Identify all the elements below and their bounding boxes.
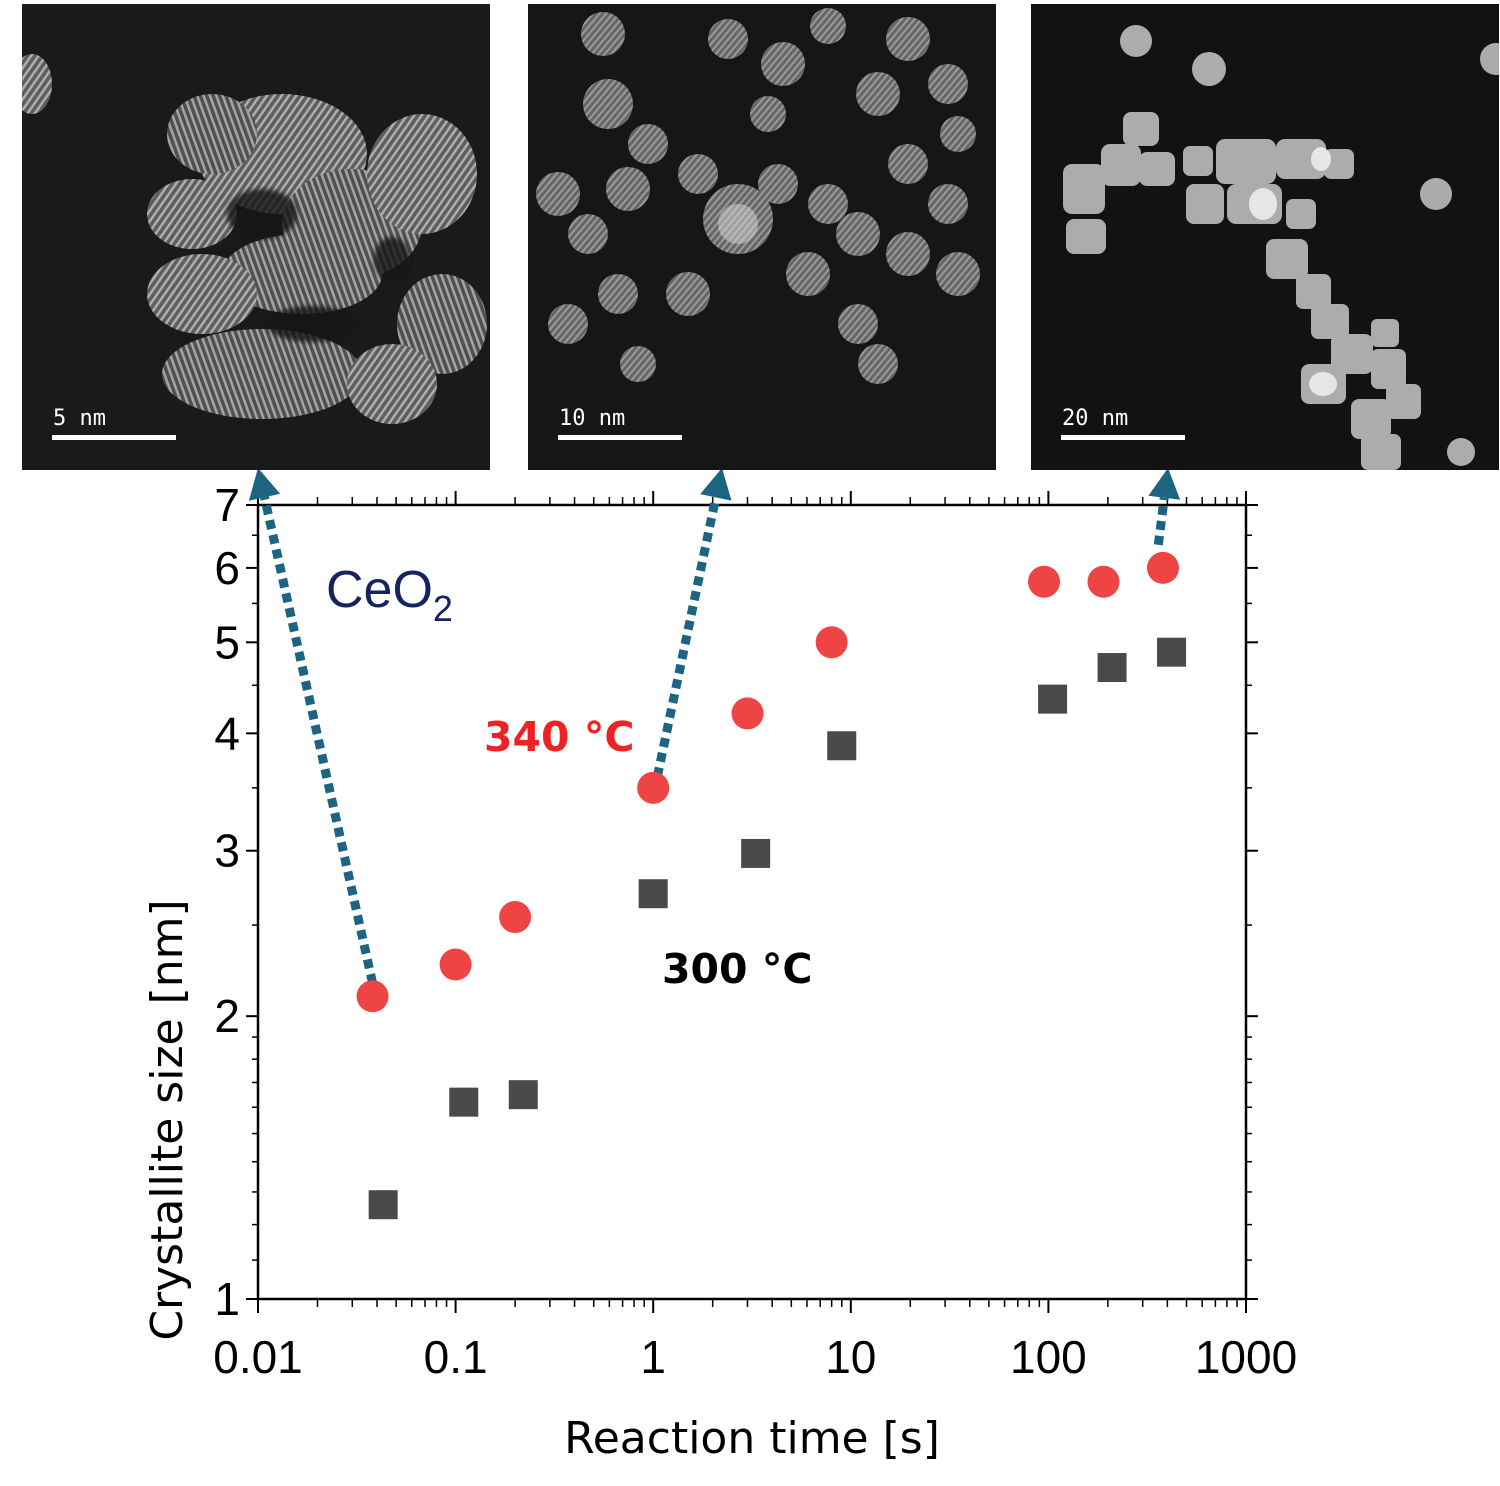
x-tick-label: 10 <box>825 1331 876 1383</box>
point-300 <box>1038 684 1068 714</box>
dotted-arrow-line <box>260 496 377 984</box>
point-300 <box>508 1080 538 1110</box>
y-tick-label: 2 <box>214 990 240 1042</box>
scale-bar-label-1: 5 nm <box>53 406 106 431</box>
compound-label-main: CeO <box>326 561 433 619</box>
dotted-arrow-line <box>652 496 721 778</box>
arrows <box>248 470 1181 984</box>
point-340 <box>1087 565 1120 598</box>
compound-label: CeO2 <box>326 561 453 629</box>
micrograph-3-image <box>1031 4 1499 470</box>
micrograph-1: 5 nm <box>22 4 490 470</box>
arrow-head <box>248 470 281 501</box>
scale-bar-3 <box>1061 435 1185 440</box>
point-340 <box>499 901 532 934</box>
x-tick-label: 0.01 <box>213 1331 303 1383</box>
point-300 <box>449 1087 479 1117</box>
x-tick-label: 0.1 <box>424 1331 488 1383</box>
y-tick-label: 3 <box>214 825 240 877</box>
arrow-head <box>700 470 732 501</box>
micrograph-2: 10 nm <box>528 4 996 470</box>
point-300 <box>368 1190 398 1220</box>
point-340 <box>637 771 670 804</box>
point-340 <box>731 697 764 730</box>
plot-frame <box>256 503 1248 1301</box>
point-340 <box>356 980 389 1013</box>
dotted-arrow-line <box>1153 497 1169 546</box>
point-340 <box>439 948 472 981</box>
axis-ticks: 0.01 0.1 1 10 100 1000 1 2 3 4 5 6 7 <box>213 479 1297 1383</box>
point-340 <box>1027 565 1060 598</box>
micrograph-1-image <box>22 4 490 470</box>
point-300 <box>741 838 771 868</box>
y-axis-label: Crystallite size [nm] <box>142 899 193 1340</box>
micrograph-2-image <box>528 4 996 470</box>
y-tick-label: 7 <box>214 479 240 531</box>
point-300 <box>827 731 857 761</box>
scale-bar-1 <box>52 435 176 440</box>
y-tick-label: 1 <box>214 1273 240 1325</box>
scale-bar-label-3: 20 nm <box>1062 406 1129 431</box>
point-300 <box>1157 637 1187 667</box>
x-tick-label: 100 <box>1010 1331 1087 1383</box>
x-tick-label: 1 <box>640 1331 666 1383</box>
scale-bar-2 <box>558 435 682 440</box>
micrograph-3: 20 nm <box>1031 4 1499 470</box>
x-tick-label: 1000 <box>1195 1331 1297 1383</box>
series-340-label: 340 °C <box>484 713 634 761</box>
compound-label-subscript: 2 <box>433 588 453 629</box>
x-axis-label: Reaction time [s] <box>564 1413 940 1464</box>
y-tick-label: 6 <box>214 542 240 594</box>
y-tick-label: 4 <box>214 707 240 759</box>
y-tick-label: 5 <box>214 616 240 668</box>
point-300 <box>1097 653 1127 683</box>
data-points <box>356 551 1187 1220</box>
point-340 <box>1146 551 1179 584</box>
plot-axes <box>256 503 1248 1301</box>
point-300 <box>638 879 668 909</box>
arrow-head <box>1148 470 1181 500</box>
series-300-label: 300 °C <box>662 945 812 993</box>
scale-bar-label-2: 10 nm <box>559 406 626 431</box>
point-340 <box>815 626 848 659</box>
